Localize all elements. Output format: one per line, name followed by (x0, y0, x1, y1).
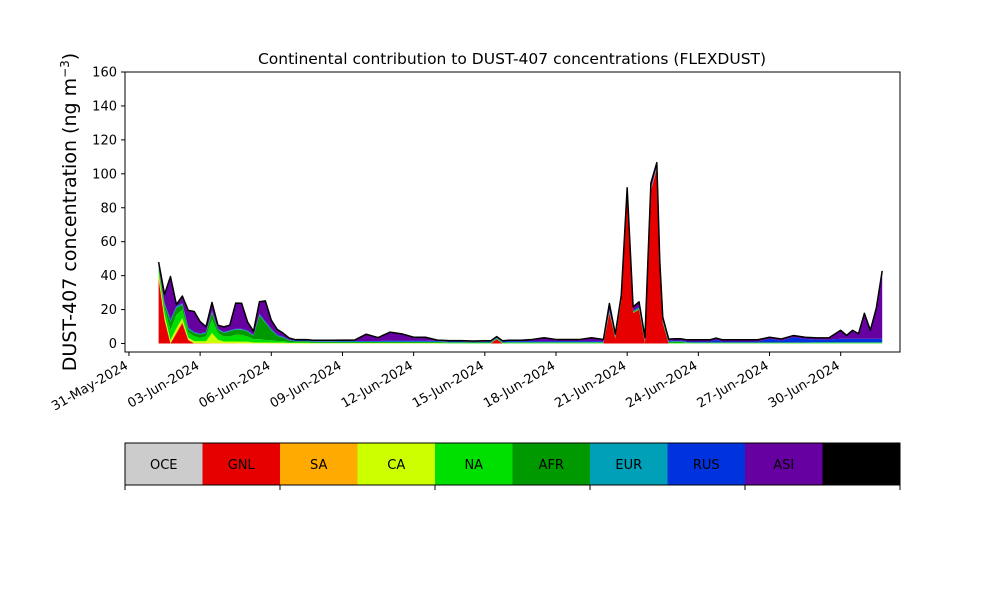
legend-swatch-aus (822, 443, 900, 485)
legend-label-ca: CA (387, 458, 405, 473)
y-tick-label: 60 (100, 235, 117, 250)
legend-swatch-na (435, 443, 513, 485)
y-axis-label-close: ) (59, 53, 81, 60)
x-tick-label: 03-Jun-2024 (125, 358, 202, 411)
x-tick-label: 21-Jun-2024 (552, 358, 629, 411)
legend-label-oce: OCE (150, 458, 178, 473)
x-tick-label: 15-Jun-2024 (410, 358, 487, 411)
y-axis-label-main: DUST-407 concentration (ng m (59, 78, 81, 371)
legend-label-na: NA (464, 458, 483, 473)
legend-label-afr: AFR (539, 458, 564, 473)
y-tick-label: 120 (92, 133, 117, 148)
y-tick-label: 160 (92, 66, 117, 81)
legend-swatch-asi (745, 443, 823, 485)
x-tick-label: 12-Jun-2024 (339, 358, 416, 411)
legend-swatch-gnl (202, 443, 280, 485)
y-axis-label-sup: −3 (58, 60, 72, 78)
legend-label-aus: AUS (848, 458, 875, 473)
legend-swatch-eur (590, 443, 668, 485)
legend-swatch-sa (280, 443, 358, 485)
y-tick-label: 40 (100, 269, 117, 284)
x-tick-label: 06-Jun-2024 (196, 358, 273, 411)
x-tick-label: 27-Jun-2024 (695, 358, 772, 411)
legend-label-rus: RUS (693, 458, 720, 473)
y-tick-label: 80 (100, 201, 117, 216)
x-tick-label: 30-Jun-2024 (766, 358, 843, 411)
y-tick-label: 0 (109, 337, 117, 352)
area-series-asi (158, 162, 883, 342)
y-tick-label: 100 (92, 167, 117, 182)
legend-label-eur: EUR (615, 458, 642, 473)
y-tick-label: 20 (100, 303, 117, 318)
plot-area: 02040608010012014016031-May-202403-Jun-2… (49, 66, 901, 414)
legend-frame (124, 442, 901, 486)
x-tick-label: 09-Jun-2024 (268, 358, 345, 411)
x-tick-label: 24-Jun-2024 (624, 358, 701, 411)
legend-swatch-oce (125, 443, 203, 485)
chart-title: Continental contribution to DUST-407 con… (258, 50, 766, 68)
total-concentration-line (157, 161, 883, 342)
legend-label-gnl: GNL (228, 458, 256, 473)
legend-swatch-afr (512, 443, 590, 485)
plot-frame (124, 71, 901, 353)
y-axis-label: DUST-407 concentration (ng m−3) (58, 53, 81, 371)
legend-colorbar: OCE GNL SA CA NA AFR EUR RUS ASI AUS (124, 442, 901, 490)
y-tick-label: 140 (92, 99, 117, 114)
legend-label-asi: ASI (773, 458, 794, 473)
legend-label-sa: SA (310, 458, 327, 473)
legend-swatch-rus (667, 443, 745, 485)
x-tick-label: 18-Jun-2024 (481, 358, 558, 411)
legend-swatch-ca (357, 443, 435, 485)
